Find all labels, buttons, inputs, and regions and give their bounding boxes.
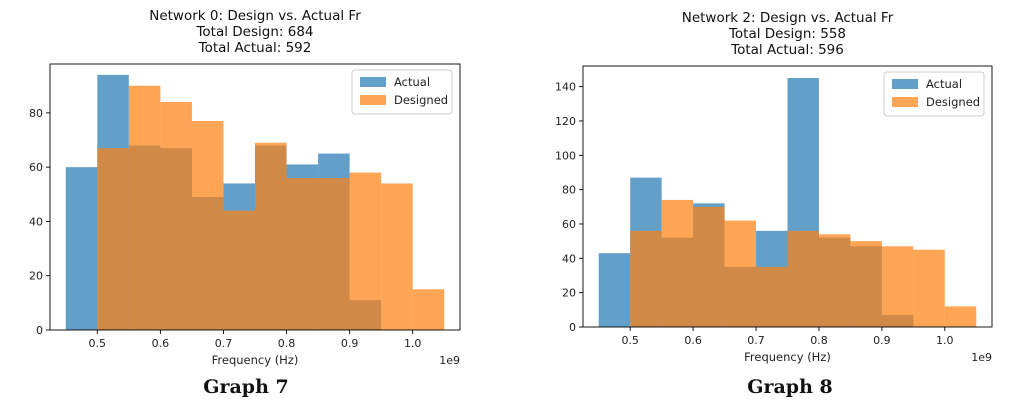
y-tick-label: 120 <box>555 115 576 128</box>
chart-title: Network 2: Design vs. Actual Fr <box>682 10 894 26</box>
legend: Actual Designed <box>883 71 985 117</box>
x-tick-label: 0.7 <box>747 334 765 347</box>
legend-swatch-actual <box>360 77 386 87</box>
x-tick-label: 1.0 <box>404 337 422 350</box>
x-tick-label: 0.9 <box>341 337 359 350</box>
bar-actual <box>598 253 631 327</box>
legend-label-designed: Designed <box>394 93 448 107</box>
legend-swatch-actual <box>892 79 918 89</box>
bar-designed <box>412 289 445 330</box>
plot-frame <box>49 63 461 331</box>
legend-label-designed: Designed <box>926 95 980 109</box>
bar-designed <box>693 206 725 327</box>
y-tick-label: 100 <box>555 149 576 162</box>
caption-graph-8: Graph 8 <box>747 376 833 398</box>
bar-designed <box>913 249 945 327</box>
bar-designed <box>661 199 694 327</box>
y-tick-label: 0 <box>569 321 576 334</box>
chart-subtitle-line: Total Actual: 596 <box>730 42 844 58</box>
chart-subtitle-line: Total Design: 558 <box>728 26 846 42</box>
y-tick-label: 0 <box>36 324 43 337</box>
x-axis-offset-label: 1e9 <box>971 351 992 364</box>
legend-swatch-designed <box>892 97 918 107</box>
x-axis-label: Frequency (Hz) <box>744 350 831 364</box>
x-axis-offset-label: 1e9 <box>439 354 460 367</box>
bar-designed <box>128 85 161 330</box>
x-tick-label: 0.6 <box>684 334 702 347</box>
plot-frame <box>582 65 993 328</box>
bar-designed <box>349 172 382 330</box>
x-tick-label: 0.8 <box>278 337 296 350</box>
bar-designed <box>191 121 224 330</box>
bar-designed <box>255 142 287 330</box>
legend: Actual Designed <box>351 69 453 115</box>
x-tick-label: 0.5 <box>89 337 107 350</box>
bar-actual <box>65 167 98 330</box>
bar-designed <box>97 148 129 330</box>
x-tick-label: 1.0 <box>936 334 954 347</box>
legend-label-actual: Actual <box>926 77 962 91</box>
bar-designed <box>630 230 662 327</box>
series-designed <box>97 85 445 330</box>
y-tick-label: 80 <box>562 184 576 197</box>
legend-swatch-designed <box>360 95 386 105</box>
x-tick-label: 0.5 <box>621 334 639 347</box>
bar-designed <box>160 102 192 330</box>
x-axis-label: Frequency (Hz) <box>212 353 299 367</box>
chart-title: Network 0: Design vs. Actual Fr <box>149 8 361 24</box>
bar-designed <box>850 241 882 327</box>
y-tick-label: 140 <box>555 81 576 94</box>
chart-subtitle-line: Total Design: 684 <box>195 24 313 40</box>
y-tick-label: 60 <box>29 161 43 174</box>
x-tick-label: 0.9 <box>873 334 891 347</box>
bar-designed <box>944 306 977 327</box>
y-tick-label: 20 <box>29 270 43 283</box>
bar-designed <box>724 220 757 327</box>
x-tick-label: 0.6 <box>152 337 170 350</box>
bar-designed <box>223 210 255 330</box>
bar-designed <box>881 246 914 327</box>
bar-designed <box>318 178 350 330</box>
y-tick-label: 20 <box>562 287 576 300</box>
bar-designed <box>381 183 413 330</box>
y-tick-label: 40 <box>562 252 576 265</box>
caption-graph-7: Graph 7 <box>203 376 289 398</box>
bar-designed <box>818 234 851 327</box>
y-tick-label: 80 <box>29 107 43 120</box>
x-tick-label: 0.8 <box>810 334 828 347</box>
y-tick-label: 40 <box>29 215 43 228</box>
chart-subtitle-line: Total Actual: 592 <box>198 40 312 56</box>
bar-designed <box>756 266 788 327</box>
legend-label-actual: Actual <box>394 75 430 89</box>
bar-designed <box>787 230 819 327</box>
y-tick-label: 60 <box>562 218 576 231</box>
series-designed <box>630 199 977 327</box>
bar-designed <box>286 178 319 330</box>
x-tick-label: 0.7 <box>215 337 233 350</box>
